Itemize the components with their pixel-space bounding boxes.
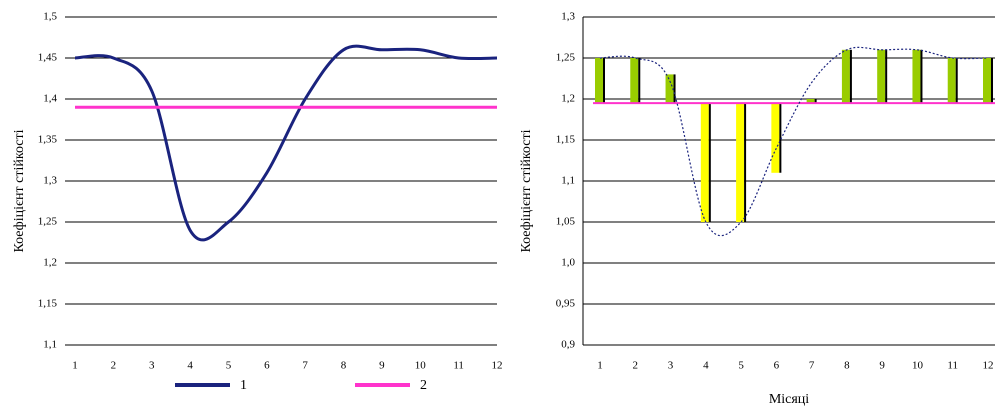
x-tick-label: 1	[72, 360, 78, 372]
x-tick-label: 10	[912, 360, 924, 372]
x-tick-label: 11	[453, 360, 464, 372]
y-tick-label: 1,2	[43, 257, 57, 269]
bar	[877, 49, 886, 104]
y-tick-label: 1,1	[43, 339, 57, 351]
x-tick-label: 4	[187, 360, 193, 372]
y-axis-title: Коефіцієнт стійкості	[519, 129, 534, 252]
y-tick-label: 0,9	[561, 339, 575, 351]
x-tick-label: 3	[668, 360, 674, 372]
x-tick-label: 6	[264, 360, 270, 372]
x-tick-label: 5	[226, 360, 232, 372]
x-tick-label: 12	[983, 360, 994, 372]
line-series	[74, 44, 498, 242]
x-tick-label: 9	[379, 360, 385, 372]
y-tick-label: 1,2	[561, 93, 575, 105]
bar	[771, 103, 780, 173]
y-tick-label: 1,3	[561, 11, 575, 23]
y-tick-label: 0,95	[556, 298, 576, 310]
trend-curve	[599, 46, 989, 237]
legend-label: 1	[240, 378, 247, 393]
bar	[665, 74, 674, 104]
x-tick-label: 2	[633, 360, 639, 372]
x-tick-label: 9	[879, 360, 885, 372]
y-tick-label: 1,5	[43, 11, 57, 23]
x-tick-label: 10	[415, 360, 427, 372]
y-tick-label: 1,15	[38, 298, 58, 310]
y-tick-label: 1,3	[43, 175, 57, 187]
x-tick-label: 8	[844, 360, 850, 372]
x-tick-label: 4	[703, 360, 709, 372]
bar	[947, 58, 956, 104]
y-tick-label: 1,35	[38, 134, 58, 146]
y-tick-label: 1,1	[561, 175, 575, 187]
y-tick-label: 1,25	[38, 216, 58, 228]
x-tick-label: 5	[738, 360, 744, 372]
bar	[595, 58, 603, 104]
x-tick-label: 1	[597, 360, 603, 372]
x-tick-label: 8	[341, 360, 347, 372]
x-tick-label: 11	[947, 360, 958, 372]
y-axis-title: Коефіцієнт стійкості	[12, 129, 27, 252]
bar	[630, 58, 639, 104]
bar	[736, 103, 745, 222]
x-tick-label: 6	[774, 360, 780, 372]
x-tick-label: 7	[302, 360, 308, 372]
x-tick-label: 7	[809, 360, 815, 372]
bar	[983, 58, 991, 104]
y-tick-label: 1,05	[556, 216, 576, 228]
legend-label: 2	[420, 378, 427, 393]
y-tick-label: 1,15	[556, 134, 576, 146]
y-tick-label: 1,25	[556, 52, 576, 64]
bar	[806, 99, 815, 104]
y-tick-label: 1,4	[43, 93, 57, 105]
bar	[700, 103, 709, 222]
x-tick-label: 2	[111, 360, 117, 372]
y-tick-label: 1,0	[561, 257, 575, 269]
x-axis-title: Місяці	[769, 392, 809, 407]
bar	[912, 49, 921, 104]
x-tick-label: 12	[492, 360, 503, 372]
y-tick-label: 1,45	[38, 52, 58, 64]
x-tick-label: 3	[149, 360, 155, 372]
bar	[841, 49, 850, 104]
